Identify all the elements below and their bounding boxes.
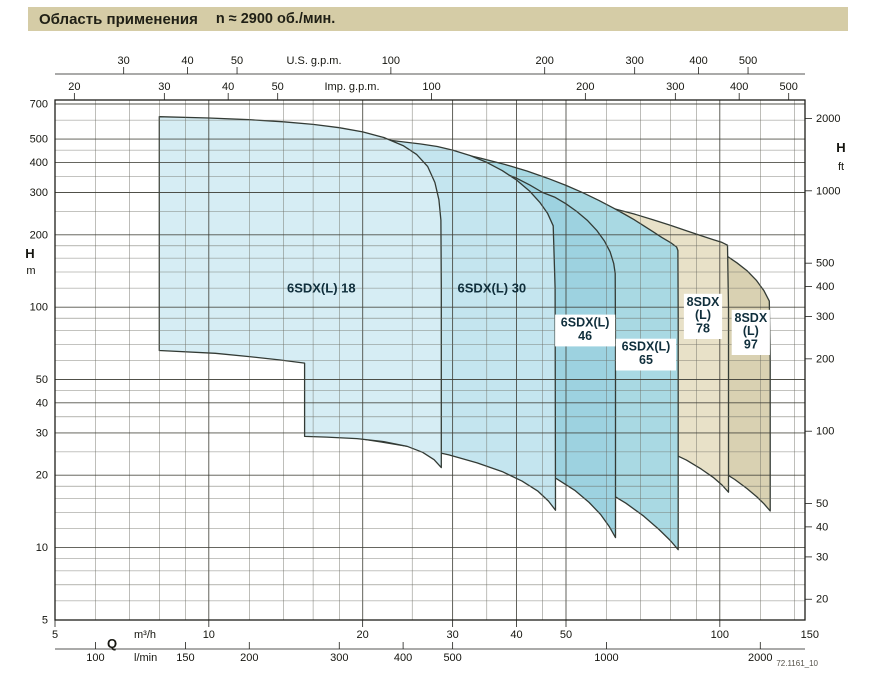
h-ft-axis-title: H	[836, 140, 845, 155]
lmin-tick-label: 100	[86, 652, 104, 664]
imp-gpm-tick-label: 30	[158, 81, 170, 93]
q-axis-title: Q	[107, 636, 117, 651]
region-label-6sdxl-46: 6SDX(L)	[561, 316, 610, 330]
region-labels: 8SDX(L)978SDX(L)786SDX(L)656SDX(L)466SDX…	[287, 281, 770, 371]
lmin-tick-label: 150	[176, 652, 194, 664]
h-ft-tick-label: 500	[816, 258, 834, 270]
imp-gpm-tick-label: 400	[730, 81, 748, 93]
us-gpm-tick-label: 300	[626, 55, 644, 67]
q-m3h-tick-label: 10	[203, 629, 215, 641]
drawing-code: 72.1161_10	[776, 659, 818, 668]
q-axis-unit-m3h: m³/h	[134, 629, 156, 641]
imp-gpm-tick-label: 20	[68, 81, 80, 93]
imp-gpm-tick-label: 500	[780, 81, 798, 93]
h-ft-tick-label: 100	[816, 426, 834, 438]
us-gpm-tick-label: 40	[181, 55, 193, 67]
h-m-tick-label: 10	[36, 542, 48, 554]
region-label-8sdxl-78: 78	[696, 322, 710, 336]
region-label-6sdxl-65: 6SDX(L)	[622, 340, 671, 354]
lmin-tick-label: 200	[240, 652, 258, 664]
lmin-tick-label: 500	[443, 652, 461, 664]
us-gpm-tick-label: 30	[118, 55, 130, 67]
h-axis-unit-m: m	[26, 265, 35, 277]
lmin-tick-label: 1000	[594, 652, 618, 664]
us-gpm-tick-label: 100	[382, 55, 400, 67]
h-axis-unit-ft: ft	[838, 161, 844, 173]
lmin-tick-label: 2000	[748, 652, 772, 664]
imp-gpm-tick-label: 100	[422, 81, 440, 93]
h-ft-tick-label: 300	[816, 311, 834, 323]
axes: 30 40 50 100 200 300 400 500 U.S. g.p.m. 20 30 40 50…	[25, 55, 845, 664]
h-axis-title: H	[25, 246, 34, 261]
plot-frame	[54, 99, 806, 621]
h-ft-tick-label: 20	[816, 594, 828, 606]
h-m-tick-label: 400	[30, 157, 48, 169]
h-m-tick-label: 30	[36, 427, 48, 439]
region-label-6sdxl-30: 6SDX(L) 30	[458, 281, 527, 296]
lmin-tick-label: 400	[394, 652, 412, 664]
us-gpm-axis-title: U.S. g.p.m.	[286, 55, 341, 67]
page-title: Область применения	[39, 10, 198, 28]
lmin-tick-label: 300	[330, 652, 348, 664]
q-m3h-tick-label: 5	[52, 629, 58, 641]
q-m3h-tick-label: 100	[711, 629, 729, 641]
h-m-tick-label: 20	[36, 470, 48, 482]
imp-gpm-tick-label: 50	[272, 81, 284, 93]
us-gpm-tick-label: 50	[231, 55, 243, 67]
q-axis-unit-lmin: l/min	[134, 652, 157, 664]
us-gpm-tick-label: 400	[689, 55, 707, 67]
h-ft-tick-label: 30	[816, 551, 828, 563]
region-label-8sdxl-78: 8SDX	[687, 295, 720, 309]
region-label-8sdxl-97: 97	[744, 338, 758, 352]
imp-gpm-tick-label: 200	[576, 81, 594, 93]
h-m-tick-label: 200	[30, 229, 48, 241]
region-label-box-6sdxl-46	[555, 314, 616, 347]
region-label-8sdxl-78: (L)	[695, 308, 711, 322]
regions	[158, 116, 771, 551]
q-m3h-tick-label: 50	[560, 629, 572, 641]
region-label-box-6sdxl-65	[615, 338, 676, 371]
imp-gpm-tick-label: 300	[666, 81, 684, 93]
region-label-8sdxl-97: (L)	[743, 324, 759, 338]
q-m3h-tick-label: 30	[447, 629, 459, 641]
region-label-6sdxl-46: 46	[578, 329, 592, 343]
h-m-tick-label: 500	[30, 134, 48, 146]
region-label-box-8sdxl-97	[731, 309, 770, 355]
imp-gpm-axis-title: Imp. g.p.m.	[324, 81, 379, 93]
region-label-6sdxl-18: 6SDX(L) 18	[287, 281, 356, 296]
h-m-tick-label: 40	[36, 397, 48, 409]
q-m3h-tick-label: 20	[357, 629, 369, 641]
h-m-tick-label: 50	[36, 374, 48, 386]
region-label-box-8sdxl-78	[683, 293, 723, 339]
title-bar: Область применения n ≈ 2900 об./мин.	[28, 7, 848, 31]
h-ft-tick-label: 50	[816, 498, 828, 510]
h-ft-tick-label: 2000	[816, 113, 840, 125]
h-ft-tick-label: 400	[816, 281, 834, 293]
h-m-tick-label: 700	[30, 99, 48, 111]
region-label-6sdxl-65: 65	[639, 353, 653, 367]
q-m3h-tick-label: 150	[801, 629, 819, 641]
h-m-tick-label: 300	[30, 187, 48, 199]
h-ft-tick-label: 200	[816, 353, 834, 365]
h-m-tick-label: 5	[42, 614, 48, 626]
us-gpm-tick-label: 200	[536, 55, 554, 67]
q-m3h-tick-label: 40	[510, 629, 522, 641]
h-m-tick-label: 100	[30, 302, 48, 314]
h-ft-tick-label: 1000	[816, 185, 840, 197]
us-gpm-tick-label: 500	[739, 55, 757, 67]
page-subtitle: n ≈ 2900 об./мин.	[215, 11, 336, 27]
imp-gpm-tick-label: 40	[222, 81, 234, 93]
h-ft-tick-label: 40	[816, 521, 828, 533]
region-label-8sdxl-97: 8SDX	[735, 311, 768, 325]
